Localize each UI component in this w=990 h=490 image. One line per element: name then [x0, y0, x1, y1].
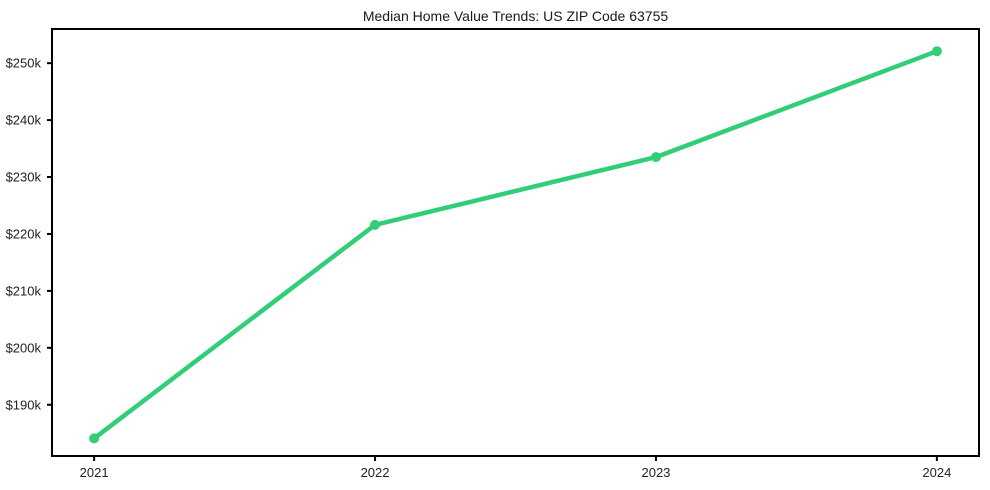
x-axis-tick-label: 2024	[922, 465, 951, 480]
data-point-marker	[931, 46, 942, 57]
x-axis-tick-label: 2021	[80, 465, 109, 480]
trend-line	[91, 48, 940, 441]
y-axis-tick-label: $210k	[6, 283, 42, 298]
y-axis-tick-label: $240k	[6, 113, 42, 128]
data-point-marker	[651, 152, 661, 163]
x-axis-tick-label: 2023	[641, 465, 670, 480]
y-axis-tick-label: $200k	[6, 340, 42, 355]
x-axis-tick-label: 2022	[361, 465, 390, 480]
y-axis-tick-label: $220k	[6, 226, 42, 241]
y-axis-tick-label: $230k	[6, 170, 42, 185]
data-point-marker	[370, 219, 380, 230]
plot-border	[51, 28, 980, 457]
chart-title: Median Home Value Trends: US ZIP Code 63…	[362, 8, 669, 24]
y-axis-tick-label: $250k	[6, 56, 42, 71]
data-point-marker	[89, 433, 100, 444]
y-axis-tick-label: $190k	[6, 397, 42, 412]
